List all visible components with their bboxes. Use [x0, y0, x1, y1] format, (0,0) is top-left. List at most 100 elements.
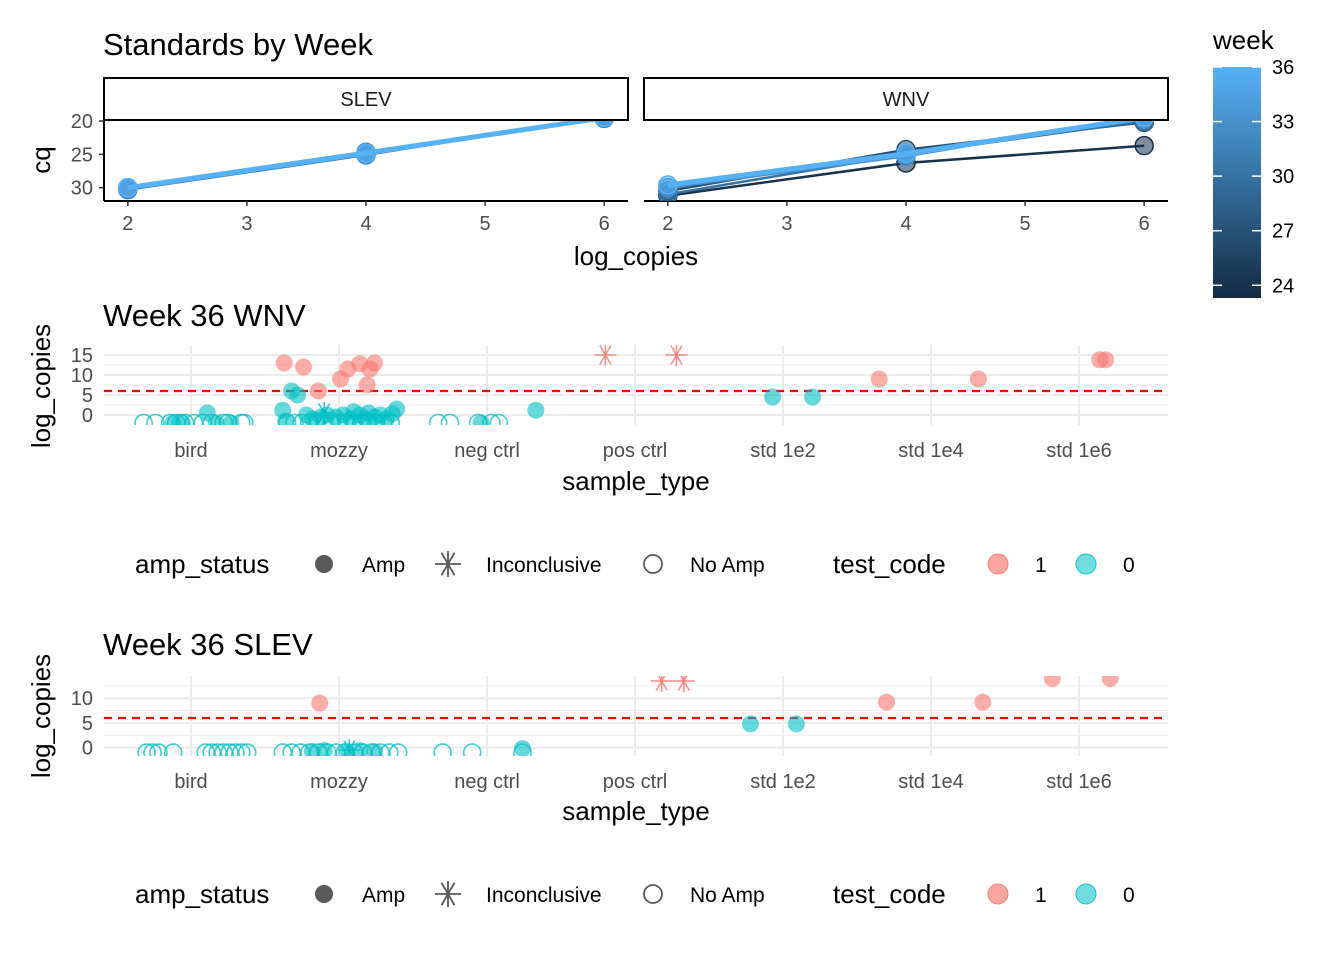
wnv-plot-area	[658, 121, 1154, 201]
point-amp	[275, 354, 293, 372]
x-tick-label: neg ctrl	[454, 771, 520, 793]
point-amp	[366, 354, 384, 372]
y-tick-label: 5	[82, 713, 93, 735]
point-amp	[878, 693, 896, 711]
point-amp	[764, 388, 782, 406]
x-tick-label: pos ctrl	[603, 771, 667, 793]
point-inconclusive	[650, 676, 673, 692]
point-no-amp	[146, 413, 165, 425]
point-amp	[514, 740, 532, 756]
legend-key-inconclusive	[435, 551, 461, 577]
x-tick-label: 4	[360, 213, 371, 235]
test-code-legend-title: test_code	[833, 879, 946, 909]
standard-point	[896, 143, 916, 164]
colorbar-tick-label: 27	[1272, 221, 1294, 243]
point-no-amp	[134, 413, 153, 425]
wnv-y-title: log_copies	[26, 324, 56, 448]
y-tick-label: 25	[71, 144, 93, 166]
point-amp	[1101, 676, 1119, 687]
point-no-amp	[489, 413, 509, 425]
legend-key-inconclusive	[435, 881, 461, 907]
slev-ticks: 0 5 10 bird mozzy neg ctrl pos ctrl std 1e2 std …	[71, 688, 1112, 793]
point-amp	[974, 693, 992, 711]
legend-key-code-1	[987, 883, 1009, 905]
x-tick-label: 2	[662, 213, 673, 235]
strip-wnv-box	[643, 77, 1169, 121]
standards-ticks: 2 3 4 5 6 2 3 4 5 6 20 25 30	[71, 111, 1150, 235]
point-amp	[294, 358, 312, 376]
standard-point	[595, 121, 614, 128]
x-tick-label: 4	[900, 213, 911, 235]
week-colorbar-ticks: 36 33 30 27 24	[1213, 57, 1294, 297]
legend-key-amp	[315, 885, 333, 903]
y-tick-label: 10	[71, 365, 93, 387]
point-amp	[804, 388, 822, 406]
point-inconclusive	[665, 345, 688, 366]
point-amp	[366, 743, 384, 756]
slev-plot-area	[118, 121, 614, 200]
wnv-points	[104, 345, 1168, 425]
point-amp	[358, 376, 376, 394]
x-tick-label: 6	[599, 213, 610, 235]
week-legend-title: week	[1212, 25, 1275, 55]
point-amp	[351, 742, 369, 756]
slev-title: Week 36 SLEV	[103, 627, 313, 662]
x-tick-label: neg ctrl	[454, 440, 520, 462]
x-tick-label: std 1e2	[750, 440, 816, 462]
x-tick-label: bird	[174, 440, 207, 462]
point-no-amp	[226, 743, 245, 756]
point-no-amp	[440, 413, 460, 425]
point-amp	[787, 715, 805, 733]
point-inconclusive	[338, 739, 361, 756]
legend-label-inconclusive: Inconclusive	[486, 554, 602, 577]
point-amp	[1043, 676, 1061, 687]
strip-slev-label: SLEV	[340, 89, 392, 111]
y-tick-label: 30	[71, 178, 93, 200]
slev-x-title: sample_type	[562, 796, 709, 826]
strip-slev-box	[103, 77, 629, 121]
slev-points	[104, 676, 1168, 756]
point-amp	[527, 401, 545, 419]
x-tick-label: std 1e4	[898, 440, 964, 462]
legend-label-amp: Amp	[362, 884, 405, 907]
point-amp	[472, 414, 490, 425]
point-inconclusive	[313, 402, 336, 424]
point-amp	[277, 412, 295, 425]
legend-key-amp	[315, 555, 333, 573]
wnv-x-title: sample_type	[562, 466, 709, 496]
point-amp	[870, 370, 888, 388]
point-amp	[311, 694, 329, 712]
point-amp	[388, 400, 406, 418]
point-amp	[222, 414, 240, 425]
x-tick-label: std 1e4	[898, 771, 964, 793]
point-no-amp	[462, 743, 482, 756]
point-inconclusive	[672, 676, 695, 692]
x-tick-label: bird	[174, 771, 207, 793]
legend-label-inconclusive: Inconclusive	[486, 884, 602, 907]
legend-label-no-amp: No Amp	[690, 554, 765, 577]
x-tick-label: mozzy	[310, 771, 368, 793]
slev-y-title: log_copies	[26, 654, 56, 778]
legend-key-no-amp	[643, 884, 663, 904]
standard-point	[658, 175, 678, 195]
point-amp	[309, 382, 327, 400]
wnv-grid	[104, 345, 1168, 425]
x-tick-label: 6	[1139, 213, 1150, 235]
legend-label-code-1: 1	[1035, 884, 1047, 907]
y-tick-label: 20	[71, 111, 93, 133]
point-no-amp	[428, 413, 448, 425]
legend-label-code-0: 0	[1123, 884, 1135, 907]
y-tick-label: 0	[82, 405, 93, 427]
standard-point	[118, 177, 138, 198]
standard-point	[1134, 135, 1154, 156]
legend-key-code-0	[1075, 553, 1097, 575]
x-tick-label: pos ctrl	[603, 440, 667, 462]
x-tick-label: 5	[1020, 213, 1031, 235]
point-amp	[969, 370, 987, 388]
legend-label-amp: Amp	[362, 554, 405, 577]
x-tick-label: 3	[241, 213, 252, 235]
legend-label-no-amp: No Amp	[690, 884, 765, 907]
